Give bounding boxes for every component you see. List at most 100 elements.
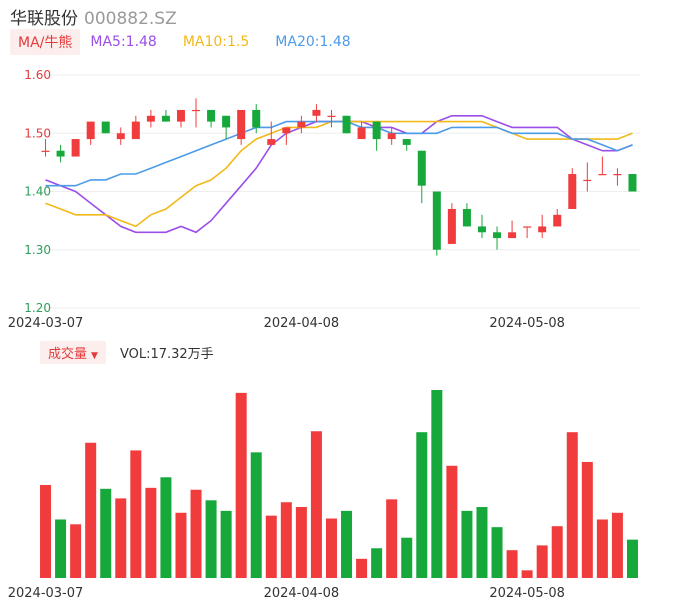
x-tick-label: 2024-04-08 (264, 316, 340, 331)
volume-bar (145, 488, 156, 578)
candle-body (343, 116, 351, 133)
candle-body (598, 174, 606, 175)
volume-bar (356, 559, 367, 578)
candle (117, 127, 125, 144)
candle-body (418, 151, 426, 186)
candle (297, 116, 305, 133)
volume-bar (221, 511, 232, 578)
candle-body (508, 232, 516, 238)
candle (493, 226, 501, 249)
candle-body (312, 110, 320, 116)
candle (102, 122, 110, 134)
volume-bar (552, 526, 563, 578)
volume-bar (371, 548, 382, 578)
volume-bar (522, 570, 533, 578)
y-tick-label: 1.50 (24, 126, 51, 140)
candle-body (388, 133, 396, 139)
candle (583, 162, 591, 191)
candle (418, 151, 426, 203)
x-tick-label: 2024-05-08 (489, 316, 565, 331)
candle-body (613, 174, 621, 175)
candle (478, 215, 486, 238)
volume-bar (206, 500, 217, 578)
volume-bar (537, 545, 548, 578)
candle (237, 110, 245, 145)
candle-body (297, 122, 305, 128)
candle (373, 122, 381, 151)
candle (222, 116, 230, 139)
candle-body (72, 139, 80, 156)
candle (192, 98, 200, 127)
volume-bar (446, 466, 457, 578)
x-tick-label: 2024-05-08 (489, 586, 565, 601)
candle-body (267, 139, 275, 145)
candle (42, 139, 50, 156)
candle-body (237, 110, 245, 139)
volume-bar (612, 513, 623, 578)
volume-bar (236, 393, 247, 578)
candle-body (358, 127, 366, 139)
volume-bar (582, 462, 593, 578)
volume-bar (431, 390, 442, 578)
candle (312, 104, 320, 121)
volume-bar (597, 519, 608, 578)
candle-body (222, 116, 230, 128)
candle-body (553, 215, 561, 227)
candle-body (282, 127, 290, 133)
volume-bar (492, 527, 503, 578)
volume-bar (311, 431, 322, 578)
candle (343, 116, 351, 133)
volume-bar (115, 498, 126, 578)
candle (448, 203, 456, 244)
volume-bar (70, 524, 81, 578)
volume-bar (100, 489, 111, 578)
x-tick-label: 2024-04-08 (264, 586, 340, 601)
candle (508, 221, 516, 238)
candle (403, 139, 411, 151)
candle-body (192, 110, 200, 111)
volume-bar (326, 519, 337, 578)
volume-bar (401, 538, 412, 578)
y-tick-label: 1.30 (24, 243, 51, 257)
y-tick-label: 1.20 (24, 301, 51, 315)
candle (147, 110, 155, 127)
candle-body (147, 116, 155, 122)
volume-bar (386, 499, 397, 578)
candle-body (478, 226, 486, 232)
candle (523, 226, 531, 238)
candle-body (42, 151, 50, 152)
candle (388, 127, 396, 144)
volume-bar (191, 490, 202, 578)
candle (207, 110, 215, 127)
candle-body (87, 122, 95, 139)
candle-body (102, 122, 110, 134)
volume-bar (85, 443, 96, 578)
candle-body (132, 122, 140, 139)
candle (327, 110, 335, 127)
candle-body (628, 174, 636, 191)
candle-body (327, 116, 335, 117)
candle (628, 174, 636, 191)
x-tick-label: 2024-03-07 (8, 586, 84, 601)
y-tick-label: 1.40 (24, 185, 51, 199)
candle (463, 203, 471, 226)
volume-bar (40, 485, 51, 578)
volume-bar (251, 452, 262, 578)
x-tick-label: 2024-03-07 (8, 316, 84, 331)
candle-body (373, 122, 381, 139)
volume-bar (507, 550, 518, 578)
candle (177, 110, 185, 127)
volume-bar (266, 516, 277, 578)
y-tick-label: 1.60 (24, 68, 51, 82)
candle (538, 215, 546, 238)
volume-bar (55, 519, 66, 578)
candle (162, 110, 170, 122)
candle-body (207, 110, 215, 122)
candle-body (538, 226, 546, 232)
candle (72, 139, 80, 156)
candle-body (463, 209, 471, 226)
candle-body (433, 192, 441, 250)
candle-body (448, 209, 456, 244)
candle-body (403, 139, 411, 145)
